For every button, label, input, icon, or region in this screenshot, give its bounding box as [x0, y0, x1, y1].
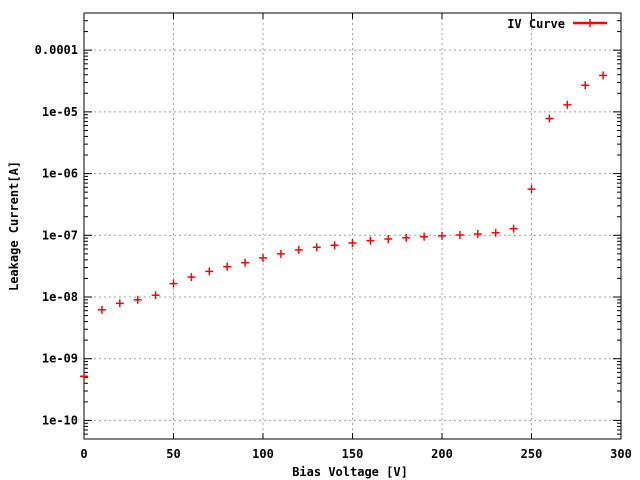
data-point [527, 185, 536, 194]
data-point [312, 243, 321, 252]
y-tick-label: 1e-10 [42, 413, 78, 427]
data-point [581, 81, 590, 90]
data-point [402, 233, 411, 242]
y-tick-label: 0.0001 [35, 43, 78, 57]
data-point [169, 279, 178, 288]
data-point [133, 295, 142, 304]
x-tick-label: 250 [521, 447, 543, 461]
data-point [366, 236, 375, 245]
data-point [187, 273, 196, 282]
y-tick-label: 1e-08 [42, 290, 78, 304]
data-point [438, 231, 446, 240]
data-point [151, 291, 160, 300]
y-tick-label: 1e-05 [42, 105, 78, 119]
y-tick-label: 1e-09 [42, 352, 78, 366]
data-point [259, 253, 267, 262]
x-tick-label: 150 [342, 447, 364, 461]
grid-lines [84, 13, 621, 439]
data-point [491, 228, 500, 237]
data-point [80, 372, 88, 381]
legend-label: IV Curve [507, 17, 565, 31]
y-tick-label: 1e-07 [42, 228, 78, 242]
data-point [563, 100, 572, 109]
data-point [545, 114, 554, 123]
x-tick-label: 0 [80, 447, 87, 461]
data-point [294, 245, 303, 254]
data-point [473, 229, 482, 238]
data-points [80, 71, 608, 381]
x-tick-label: 50 [166, 447, 180, 461]
data-point [330, 241, 339, 250]
plot-frame [83, 12, 622, 440]
data-point [241, 258, 250, 267]
y-axis-label: Leakage Current[A] [7, 161, 21, 291]
data-point [97, 305, 106, 314]
x-tick-label: 200 [431, 447, 453, 461]
axis-ticks [83, 13, 622, 439]
data-point [276, 249, 285, 258]
data-point [115, 299, 124, 308]
y-tick-label: 1e-06 [42, 167, 78, 181]
data-point [205, 267, 214, 276]
data-point [455, 231, 464, 240]
tick-labels: 0 50 100 150 200 250 300 1e-10 1e-09 1e-08 1e-07 1e… [35, 43, 632, 461]
x-tick-label: 100 [252, 447, 274, 461]
data-point [599, 71, 608, 80]
data-point [223, 262, 232, 271]
data-point [348, 238, 357, 247]
data-point [384, 235, 393, 244]
data-point [420, 232, 429, 241]
legend: IV Curve [507, 17, 607, 31]
x-axis-label: Bias Voltage [V] [292, 465, 408, 479]
x-tick-label: 300 [610, 447, 632, 461]
data-point [509, 224, 518, 233]
